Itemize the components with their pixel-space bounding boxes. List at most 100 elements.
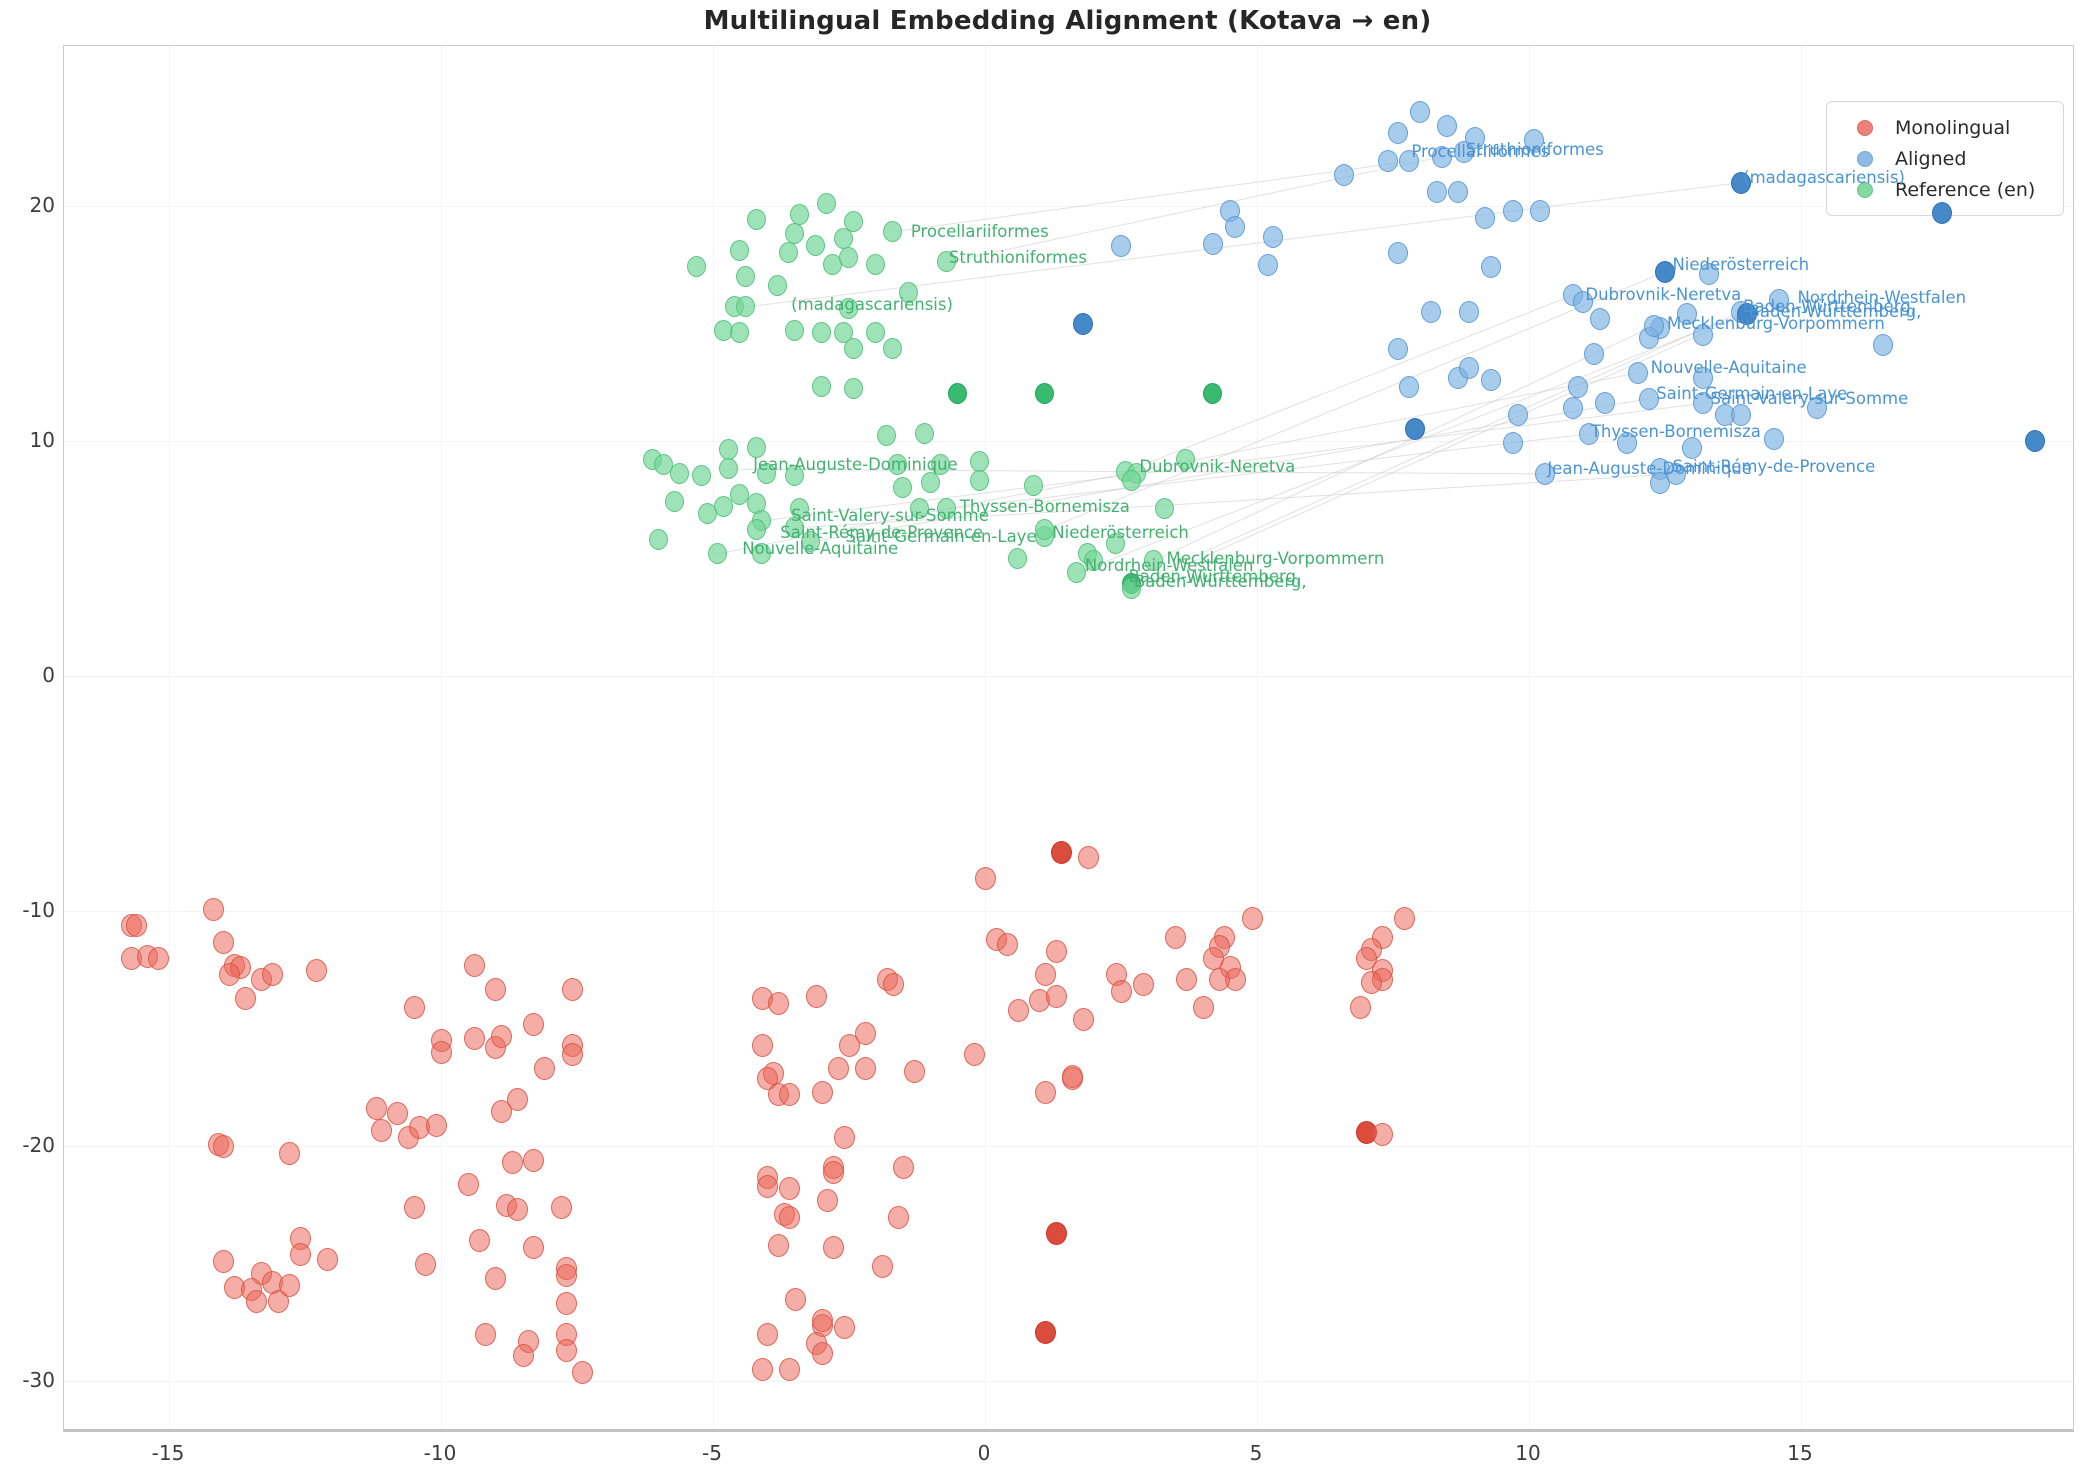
point-label-reference: Baden-Württemberg, (1128, 567, 1302, 587)
ref-data-point (936, 498, 956, 520)
aligned-data-point (1578, 422, 1599, 445)
mono-data-point (811, 1308, 833, 1332)
ref-data-point (839, 298, 858, 320)
ref-data-point (735, 296, 755, 318)
point-label-aligned: Saint-Germain-en-Laye (1656, 384, 1848, 403)
ref-data-point (708, 542, 728, 564)
aligned-data-point (1627, 361, 1648, 384)
alignment-line (1131, 311, 1742, 585)
ref-data-point (1083, 549, 1103, 571)
mono-data-point (218, 963, 240, 987)
point-label-aligned: Nordrhein-Westfalen (1797, 287, 1967, 307)
aligned-data-point (1410, 101, 1431, 123)
x-tick-label: 15 (1787, 1441, 1813, 1465)
aligned-data-point (1448, 180, 1469, 203)
mono-data-point (811, 1080, 833, 1104)
mono-data-point (833, 1125, 855, 1149)
ref-data-point (757, 462, 777, 484)
plot-area: Monolingual Aligned Reference (en) Proce… (63, 45, 2074, 1432)
mono-data-point (996, 932, 1018, 956)
ref-data-point (898, 281, 918, 303)
aligned-data-point (1616, 432, 1637, 455)
point-label-reference: Saint-Germain-en-Laye (845, 527, 1037, 547)
ref-data-point (936, 251, 956, 273)
legend-item-reference: Reference (en) (1839, 174, 2049, 205)
aligned-data-point (1655, 260, 1675, 283)
point-label-aligned: Baden-Württemberg, (1743, 297, 1916, 317)
alignment-line (1044, 271, 1666, 531)
mono-data-point (507, 1088, 529, 1111)
gridline-vertical (1529, 46, 1530, 1429)
aligned-data-point (1404, 418, 1425, 441)
ref-data-point (697, 502, 717, 524)
aligned-data-point (1595, 392, 1616, 415)
ref-data-point (833, 227, 853, 249)
mono-data-point (768, 1233, 790, 1257)
mono-data-point (1045, 939, 1067, 963)
mono-data-point (556, 1264, 578, 1288)
ref-data-point (730, 484, 750, 506)
mono-data-point (403, 996, 425, 1020)
mono-data-point (316, 1247, 338, 1271)
mono-data-point (779, 1083, 801, 1107)
mono-data-point (779, 1358, 801, 1382)
aligned-data-point (1203, 232, 1224, 255)
mono-data-point (975, 867, 996, 891)
ref-data-point (877, 425, 897, 447)
mono-data-point (1045, 1221, 1067, 1245)
point-label-aligned: Saint-Valery-sur-Somme (1710, 388, 1909, 408)
ref-data-point (969, 451, 989, 473)
aligned-data-point (1475, 206, 1496, 229)
legend-label: Monolingual (1895, 116, 2011, 139)
mono-data-point (1034, 1080, 1056, 1104)
point-label-aligned: Baden-Württemberg, (1748, 301, 1922, 321)
aligned-data-point (1480, 256, 1501, 279)
gridline-horizontal (64, 1146, 2073, 1147)
mono-data-point (887, 1205, 909, 1229)
y-tick-label: 10 (29, 428, 55, 452)
mono-data-point (365, 1097, 387, 1121)
gridline-horizontal (64, 911, 2073, 912)
y-tick-label: 0 (42, 663, 55, 687)
mono-data-point (512, 1344, 534, 1368)
aligned-data-point (1573, 291, 1594, 314)
ref-data-point (800, 531, 820, 553)
mono-data-point (1241, 907, 1263, 931)
aligned-data-point (1529, 199, 1550, 222)
mono-data-point (425, 1113, 447, 1137)
ref-data-point (654, 453, 674, 475)
mono-data-point (501, 1151, 523, 1175)
aligned-data-point (1769, 289, 1790, 311)
point-label-aligned: Saint-Rémy-de-Provence (1672, 456, 1876, 476)
mono-data-point (463, 1026, 485, 1050)
aligned-data-point (1388, 122, 1409, 145)
mono-data-point (1078, 845, 1100, 869)
ref-data-point (784, 516, 804, 538)
alignment-line (794, 473, 1676, 529)
mono-data-point (278, 1142, 300, 1166)
ref-data-point (866, 253, 886, 275)
gridline-vertical (1257, 46, 1258, 1429)
ref-data-point (730, 321, 750, 343)
y-tick-label: -30 (22, 1368, 55, 1392)
mono-data-point (262, 963, 284, 987)
point-label-reference: Nordrhein-Westfalen (1084, 555, 1254, 575)
mono-data-point (1361, 970, 1383, 994)
aligned-data-point (1638, 387, 1659, 410)
aligned-data-point (1682, 437, 1703, 460)
ref-data-point (664, 491, 684, 513)
ref-data-point (779, 242, 799, 263)
point-label-reference: Saint-Rémy-de-Provence (780, 522, 984, 542)
mono-data-point (431, 1041, 452, 1064)
gridline-horizontal (64, 676, 2073, 677)
mono-data-point (490, 1024, 512, 1048)
x-tick-label: 10 (1515, 1441, 1541, 1465)
aligned-data-point (2024, 430, 2045, 452)
ref-data-point (1143, 549, 1163, 571)
mono-data-point (235, 986, 257, 1010)
mono-data-point (403, 1196, 425, 1220)
ref-data-point (844, 378, 864, 400)
alignment-line (946, 433, 1589, 510)
mono-data-point (1355, 947, 1377, 970)
point-label-reference: Saint-Valery-sur-Somme (791, 506, 989, 526)
